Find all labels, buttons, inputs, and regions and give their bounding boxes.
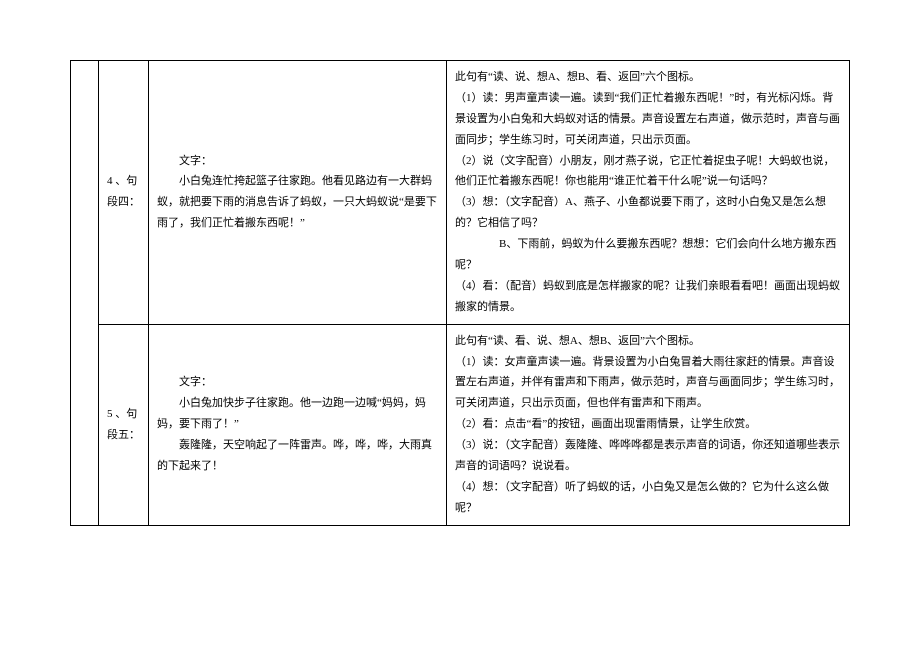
content-table: 4 、句段四： 文字： 小白兔连忙挎起篮子往家跑。他看见路边有一大群蚂蚁，就把要… xyxy=(70,60,850,526)
section-label-cell: 5 、句段五： xyxy=(99,324,149,525)
instructions-cell: 此句有“读、看、说、想A、想B、返回”六个图标。 （1）读：女声童声读一遍。背景… xyxy=(447,324,850,525)
table-row: 4 、句段四： 文字： 小白兔连忙挎起篮子往家跑。他看见路边有一大群蚂蚁，就把要… xyxy=(71,61,850,325)
instruction-line: （3）说：（文字配音）轰隆隆、哗哗哗都是表示声音的词语，你还知道哪些表示声音的词… xyxy=(455,435,841,477)
instruction-line: B、下雨前，蚂蚁为什么要搬东西呢？想想：它们会向什么地方搬东西呢？ xyxy=(455,234,841,276)
text-paragraph: 小白兔加快步子往家跑。他一边跑一边喊“妈妈，妈妈，要下雨了！” xyxy=(157,393,438,435)
document-page: 4 、句段四： 文字： 小白兔连忙挎起篮子往家跑。他看见路边有一大群蚂蚁，就把要… xyxy=(0,0,920,546)
instructions-cell: 此句有“读、说、想A、想B、看、返回”六个图标。 （1）读：男声童声读一遍。读到… xyxy=(447,61,850,325)
blank-cell xyxy=(71,61,99,526)
section-label: 5 、句段五： xyxy=(107,408,140,441)
section-label-cell: 4 、句段四： xyxy=(99,61,149,325)
instruction-line: （3）想：（文字配音）A、燕子、小鱼都说要下雨了，这时小白兔又是怎么想的？它相信… xyxy=(455,192,841,234)
text-heading: 文字： xyxy=(157,372,438,393)
instruction-line: （1）读：女声童声读一遍。背景设置为小白兔冒着大雨往家赶的情景。声音设置左右声道… xyxy=(455,352,841,415)
instruction-line: （2）说（文字配音）小朋友，刚才燕子说，它正忙着捉虫子呢！大蚂蚁也说，他们正忙着… xyxy=(455,151,841,193)
table-row: 5 、句段五： 文字： 小白兔加快步子往家跑。他一边跑一边喊“妈妈，妈妈，要下雨… xyxy=(71,324,850,525)
instruction-line: （2）看：点击“看”的按钮，画面出现雷雨情景，让学生欣赏。 xyxy=(455,414,841,435)
text-paragraph: 小白兔连忙挎起篮子往家跑。他看见路边有一大群蚂蚁，就把要下雨的消息告诉了蚂蚁，一… xyxy=(157,171,438,234)
source-text-cell: 文字： 小白兔连忙挎起篮子往家跑。他看见路边有一大群蚂蚁，就把要下雨的消息告诉了… xyxy=(149,61,447,325)
instruction-line: 此句有“读、说、想A、想B、看、返回”六个图标。 xyxy=(455,67,841,88)
text-paragraph: 轰隆隆，天空响起了一阵雷声。哗，哗，哗，大雨真的下起来了！ xyxy=(157,435,438,477)
instruction-line: （1）读：男声童声读一遍。读到“我们正忙着搬东西呢！”时，有光标闪烁。背景设置为… xyxy=(455,88,841,151)
instruction-line: 此句有“读、看、说、想A、想B、返回”六个图标。 xyxy=(455,331,841,352)
text-heading: 文字： xyxy=(157,151,438,172)
instruction-line: （4）看：（配音）蚂蚁到底是怎样搬家的呢？让我们亲眼看看吧！画面出现蚂蚁搬家的情… xyxy=(455,276,841,318)
section-label: 4 、句段四： xyxy=(107,175,140,208)
source-text-cell: 文字： 小白兔加快步子往家跑。他一边跑一边喊“妈妈，妈妈，要下雨了！” 轰隆隆，… xyxy=(149,324,447,525)
instruction-line: （4）想：（文字配音）听了蚂蚁的话，小白兔又是怎么做的？它为什么这么做呢？ xyxy=(455,477,841,519)
